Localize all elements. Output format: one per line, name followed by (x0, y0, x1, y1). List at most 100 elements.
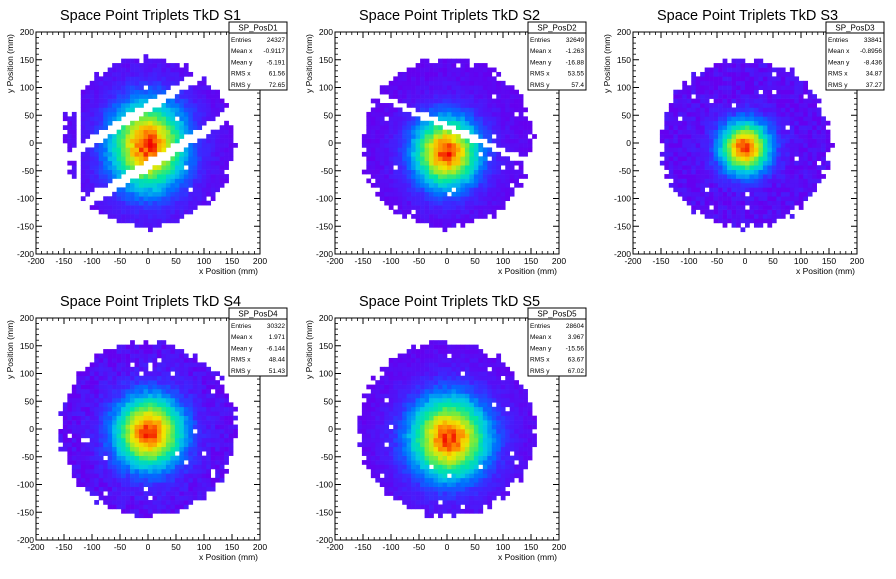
y-tick-label: 0 (328, 138, 333, 148)
histogram-bin (492, 103, 497, 108)
histogram-bin (157, 210, 162, 215)
histogram-bin (135, 376, 140, 381)
histogram-bin (754, 90, 759, 95)
histogram-bin (170, 156, 175, 161)
histogram-bin (492, 156, 497, 161)
histogram-bin (434, 76, 439, 81)
histogram-bin (696, 152, 701, 157)
histogram-bin (447, 90, 452, 95)
histogram-bin (126, 500, 131, 505)
histogram-bin (63, 438, 68, 443)
histogram-bin (202, 456, 207, 461)
histogram-bin (206, 201, 211, 206)
histogram-bin (460, 139, 465, 144)
histogram-bin (451, 72, 456, 77)
histogram-bin (785, 201, 790, 206)
histogram-bin (474, 94, 479, 99)
histogram-bin (121, 94, 126, 99)
histogram-bin (85, 451, 90, 456)
histogram-bin (202, 367, 207, 372)
histogram-bin (170, 438, 175, 443)
histogram-bin (90, 491, 95, 496)
histogram-bin (741, 218, 746, 223)
histogram-bin (193, 116, 198, 121)
histogram-bin (166, 402, 171, 407)
histogram-bin (447, 139, 452, 144)
histogram-bin (790, 130, 795, 135)
histogram-bin (487, 85, 492, 90)
histogram-bin (434, 152, 439, 157)
histogram-bin (76, 433, 81, 438)
histogram-bin (152, 90, 157, 95)
histogram-bin (67, 170, 72, 175)
histogram-bin (211, 420, 216, 425)
histogram-bin (758, 147, 763, 152)
histogram-bin (709, 192, 714, 197)
histogram-bin (803, 121, 808, 126)
histogram-bin (126, 152, 131, 157)
histogram-bin (808, 107, 813, 112)
histogram-bin (469, 130, 474, 135)
histogram-bin (389, 139, 394, 144)
histogram-bin (175, 393, 180, 398)
histogram-bin (206, 425, 211, 430)
histogram-bin (514, 107, 519, 112)
histogram-bin (772, 218, 777, 223)
histogram-bin (398, 125, 403, 130)
histogram-bin (803, 179, 808, 184)
histogram-bin (144, 500, 149, 505)
histogram-bin (139, 130, 144, 135)
histogram-bin (85, 170, 90, 175)
histogram-bin (121, 143, 126, 148)
histogram-bin (152, 147, 157, 152)
histogram-bin (723, 214, 728, 219)
histogram-bin (166, 509, 171, 514)
histogram-bin (152, 165, 157, 170)
histogram-bin (130, 478, 135, 483)
histogram-bin (130, 442, 135, 447)
histogram-bin (179, 411, 184, 416)
histogram-bin (772, 143, 777, 148)
histogram-bin (112, 134, 117, 139)
histogram-bin (85, 447, 90, 452)
histogram-bin (206, 416, 211, 421)
histogram-bin (81, 183, 86, 188)
histogram-bin (72, 451, 77, 456)
histogram-bin (705, 130, 710, 135)
histogram-bin (402, 205, 407, 210)
histogram-bin (139, 500, 144, 505)
histogram-bin (90, 147, 95, 152)
histogram-bin (371, 134, 376, 139)
histogram-bin (420, 156, 425, 161)
histogram-bin (94, 376, 99, 381)
histogram-bin (193, 183, 198, 188)
histogram-bin (144, 179, 149, 184)
histogram-bin (691, 121, 696, 126)
histogram-bin (193, 112, 198, 117)
histogram-bin (121, 398, 126, 403)
histogram-bin (81, 447, 86, 452)
histogram-bin (157, 187, 162, 192)
histogram-bin (425, 68, 430, 73)
histogram-bin (206, 447, 211, 452)
histogram-bin (687, 125, 692, 130)
histogram-bin (451, 134, 456, 139)
histogram-bin (76, 482, 81, 487)
histogram-bin (727, 210, 732, 215)
histogram-bin (821, 152, 826, 157)
histogram-bin (727, 81, 732, 86)
histogram-bin (754, 94, 759, 99)
histogram-bin (211, 161, 216, 166)
histogram-bin (117, 496, 122, 501)
histogram-bin (112, 393, 117, 398)
histogram-bin (179, 358, 184, 363)
histogram-bin (94, 99, 99, 104)
histogram-bin (135, 367, 140, 372)
histogram-bin (754, 210, 759, 215)
histogram-bin (366, 125, 371, 130)
histogram-bin (420, 59, 425, 64)
histogram-bin (81, 429, 86, 434)
histogram-bin (398, 90, 403, 95)
histogram-bin (420, 161, 425, 166)
histogram-bin (224, 398, 229, 403)
